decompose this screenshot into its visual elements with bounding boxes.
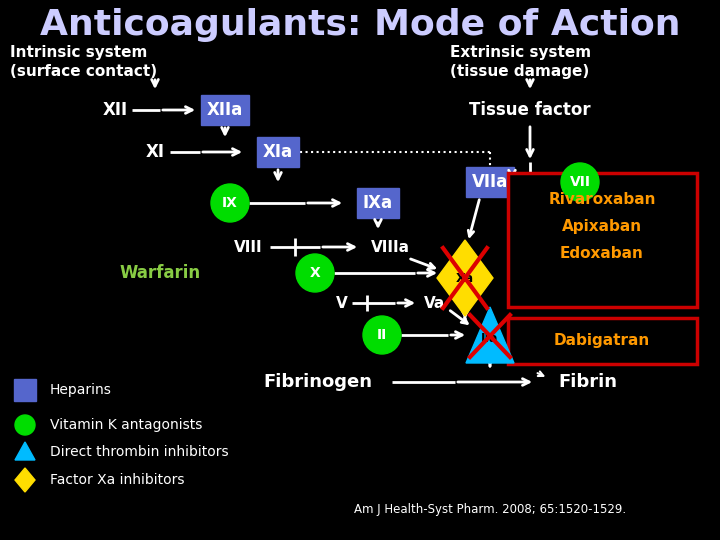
Circle shape [211,184,249,222]
Text: IX: IX [222,196,238,210]
FancyBboxPatch shape [508,173,697,307]
Text: Intrinsic system
(surface contact): Intrinsic system (surface contact) [10,45,157,79]
Text: IXa: IXa [363,194,393,212]
Text: XII: XII [102,101,127,119]
Text: Edoxaban: Edoxaban [560,246,644,261]
Text: Vitamin K antagonists: Vitamin K antagonists [50,418,202,432]
Circle shape [363,316,401,354]
Circle shape [296,254,334,292]
Text: Xa: Xa [456,272,474,285]
Text: VIII: VIII [234,240,262,254]
Text: IIa: IIa [481,333,499,346]
Text: VIIa: VIIa [472,173,508,191]
Text: Extrinsic system
(tissue damage): Extrinsic system (tissue damage) [450,45,591,79]
Text: XIIa: XIIa [207,101,243,119]
Polygon shape [437,240,493,316]
FancyBboxPatch shape [508,318,697,364]
Polygon shape [15,442,35,460]
Text: Fibrinogen: Fibrinogen [264,373,372,391]
Text: Va: Va [424,295,446,310]
Text: Rivaroxaban: Rivaroxaban [548,192,656,207]
Circle shape [561,163,599,201]
Text: Direct thrombin inhibitors: Direct thrombin inhibitors [50,445,229,459]
Text: VIIIa: VIIIa [371,240,410,254]
Polygon shape [15,468,35,492]
Text: Fibrin: Fibrin [559,373,618,391]
Text: Anticoagulants: Mode of Action: Anticoagulants: Mode of Action [40,8,680,42]
Text: Heparins: Heparins [50,383,112,397]
Circle shape [15,415,35,435]
Text: XI: XI [145,143,164,161]
Text: Factor Xa inhibitors: Factor Xa inhibitors [50,473,184,487]
FancyBboxPatch shape [14,379,36,401]
Text: Apixaban: Apixaban [562,219,642,234]
Text: VII: VII [570,175,590,189]
Text: X: X [310,266,320,280]
Text: V: V [336,295,348,310]
Text: Am J Health-Syst Pharm. 2008; 65:1520-1529.: Am J Health-Syst Pharm. 2008; 65:1520-15… [354,503,626,516]
Text: II: II [377,328,387,342]
Text: Tissue factor: Tissue factor [469,101,591,119]
Text: Warfarin: Warfarin [120,264,201,282]
Text: Dabigatran: Dabigatran [554,334,650,348]
Text: XIa: XIa [263,143,293,161]
Polygon shape [466,307,514,363]
